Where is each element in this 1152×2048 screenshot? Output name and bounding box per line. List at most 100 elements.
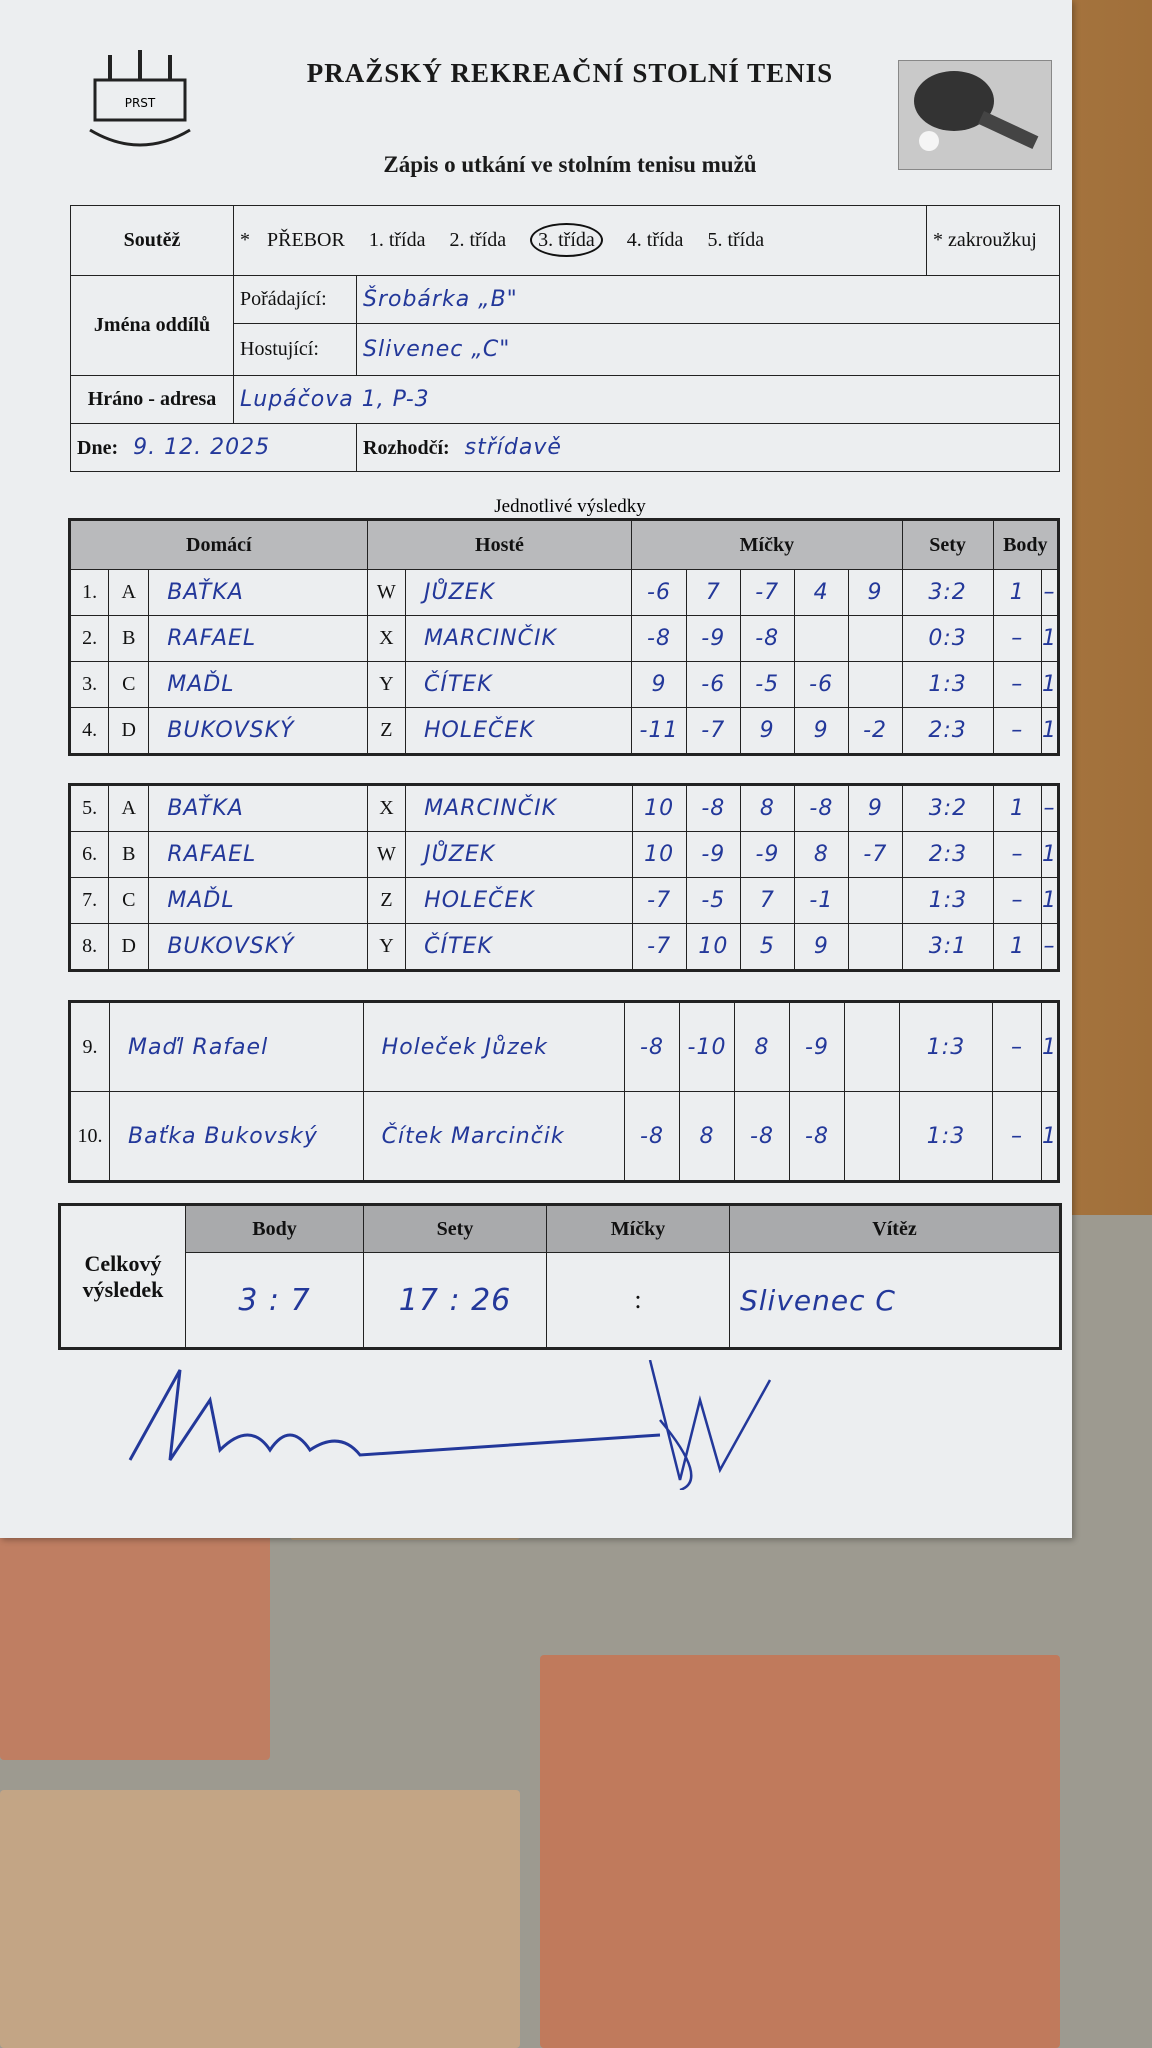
class-option[interactable]: PŘEBOR	[267, 229, 345, 251]
away-player[interactable]: HOLEČEK	[404, 707, 633, 755]
ball-score[interactable]: -9	[685, 615, 741, 662]
ball-score[interactable]: 9	[793, 923, 849, 971]
sets-score[interactable]: 2:3	[901, 831, 995, 878]
ball-score[interactable]: -7	[739, 569, 795, 616]
ball-score[interactable]: -9	[739, 831, 795, 878]
total-points[interactable]: 3 : 7	[185, 1252, 364, 1349]
home-point[interactable]: –	[992, 707, 1043, 755]
class-option[interactable]: 1. třída	[368, 229, 426, 251]
ball-score[interactable]	[843, 1001, 900, 1092]
home-team-field[interactable]: Šrobárka „B"	[356, 275, 1060, 324]
class-selector[interactable]: * PŘEBOR 1. třída 2. třída 3. třída 4. třída…	[233, 205, 927, 276]
ball-score[interactable]	[847, 877, 903, 924]
away-point[interactable]: 1	[1041, 831, 1059, 878]
home-point[interactable]: 1	[993, 923, 1042, 971]
home-players[interactable]: Maďl Rafael	[109, 1001, 364, 1092]
away-player[interactable]: MARCINČIK	[405, 784, 633, 832]
ball-score[interactable]: -5	[685, 877, 741, 924]
away-player[interactable]: ČÍTEK	[404, 661, 633, 708]
sets-score[interactable]: 1:3	[898, 1091, 993, 1182]
ball-score[interactable]: 10	[631, 831, 687, 878]
away-player[interactable]: ČÍTEK	[405, 923, 633, 971]
away-point[interactable]: 1	[1040, 1001, 1060, 1092]
home-player[interactable]: BAŤKA	[148, 784, 368, 832]
ball-score[interactable]: 8	[793, 831, 849, 878]
away-point[interactable]: 1	[1040, 1091, 1060, 1182]
ball-score[interactable]: -6	[793, 661, 849, 708]
away-player[interactable]: MARCINČIK	[404, 615, 633, 662]
home-point[interactable]: 1	[993, 784, 1042, 832]
ball-score[interactable]: -8	[623, 1001, 680, 1092]
away-point[interactable]: –	[1041, 569, 1059, 616]
date-field[interactable]: 9. 12. 2025	[133, 435, 271, 460]
home-point[interactable]: –	[991, 1091, 1042, 1182]
ball-score[interactable]	[847, 615, 903, 662]
home-point[interactable]: –	[992, 615, 1043, 662]
class-option[interactable]: 4. třída	[626, 229, 684, 251]
ball-score[interactable]	[847, 923, 903, 971]
home-player[interactable]: RAFAEL	[148, 831, 368, 878]
away-point[interactable]: 1	[1041, 707, 1059, 755]
ball-score[interactable]: -7	[631, 923, 687, 971]
away-point[interactable]: 1	[1041, 615, 1059, 662]
ball-score[interactable]: 8	[733, 1001, 790, 1092]
away-player[interactable]: JŮZEK	[405, 831, 633, 878]
home-player[interactable]: BAŤKA	[148, 569, 368, 616]
ball-score[interactable]: -7	[685, 707, 741, 755]
away-point[interactable]: –	[1041, 923, 1059, 971]
away-player[interactable]: JŮZEK	[404, 569, 633, 616]
class-option[interactable]: 2. třída	[449, 229, 507, 251]
ball-score[interactable]: 10	[631, 784, 687, 832]
sets-score[interactable]: 1:3	[901, 661, 994, 708]
ball-score[interactable]: -2	[847, 707, 903, 755]
ball-score[interactable]: -6	[631, 569, 687, 616]
ball-score[interactable]: -6	[685, 661, 741, 708]
ball-score[interactable]: 9	[847, 784, 903, 832]
ball-score[interactable]	[847, 661, 903, 708]
away-players[interactable]: Holeček Jůzek	[362, 1001, 625, 1092]
ball-score[interactable]: -10	[678, 1001, 735, 1092]
home-player[interactable]: BUKOVSKÝ	[148, 923, 368, 971]
home-player[interactable]: MAĎL	[148, 877, 368, 924]
sets-score[interactable]: 2:3	[901, 707, 994, 755]
home-player[interactable]: MAĎL	[148, 661, 368, 708]
ball-score[interactable]: -8	[685, 784, 741, 832]
away-point[interactable]: –	[1041, 784, 1059, 832]
ball-score[interactable]: -8	[733, 1091, 790, 1182]
sets-score[interactable]: 3:2	[901, 569, 994, 616]
ball-score[interactable]: 9	[793, 707, 849, 755]
ball-score[interactable]: 9	[739, 707, 795, 755]
ball-score[interactable]: 7	[739, 877, 795, 924]
sets-score[interactable]: 3:1	[901, 923, 995, 971]
ball-score[interactable]: 4	[793, 569, 849, 616]
ball-score[interactable]: 9	[847, 569, 903, 616]
sets-score[interactable]: 0:3	[901, 615, 994, 662]
ball-score[interactable]: 9	[631, 661, 687, 708]
ball-score[interactable]: 8	[678, 1091, 735, 1182]
ball-score[interactable]: -9	[788, 1001, 845, 1092]
home-point[interactable]: –	[993, 831, 1042, 878]
home-player[interactable]: RAFAEL	[148, 615, 368, 662]
ball-score[interactable]	[843, 1091, 900, 1182]
away-point[interactable]: 1	[1041, 661, 1059, 708]
ball-score[interactable]: -8	[631, 615, 687, 662]
total-sets[interactable]: 17 : 26	[363, 1252, 547, 1349]
ball-score[interactable]: 7	[685, 569, 741, 616]
away-player[interactable]: HOLEČEK	[405, 877, 633, 924]
address-field[interactable]: Lupáčova 1, P-3	[233, 375, 1060, 424]
away-team-field[interactable]: Slivenec „C"	[356, 323, 1060, 376]
winner-field[interactable]: Slivenec C	[729, 1252, 1061, 1349]
ball-score[interactable]: -7	[631, 877, 687, 924]
home-player[interactable]: BUKOVSKÝ	[148, 707, 368, 755]
sets-score[interactable]: 1:3	[898, 1001, 993, 1092]
ball-score[interactable]: -9	[685, 831, 741, 878]
ball-score[interactable]: -1	[793, 877, 849, 924]
ball-score[interactable]: -8	[793, 784, 849, 832]
ball-score[interactable]: -8	[623, 1091, 680, 1182]
home-players[interactable]: Baťka Bukovský	[109, 1091, 364, 1182]
total-balls[interactable]: :	[546, 1252, 730, 1349]
home-point[interactable]: 1	[992, 569, 1043, 616]
home-point[interactable]: –	[991, 1001, 1042, 1092]
sets-score[interactable]: 1:3	[901, 877, 995, 924]
ball-score[interactable]: -5	[739, 661, 795, 708]
